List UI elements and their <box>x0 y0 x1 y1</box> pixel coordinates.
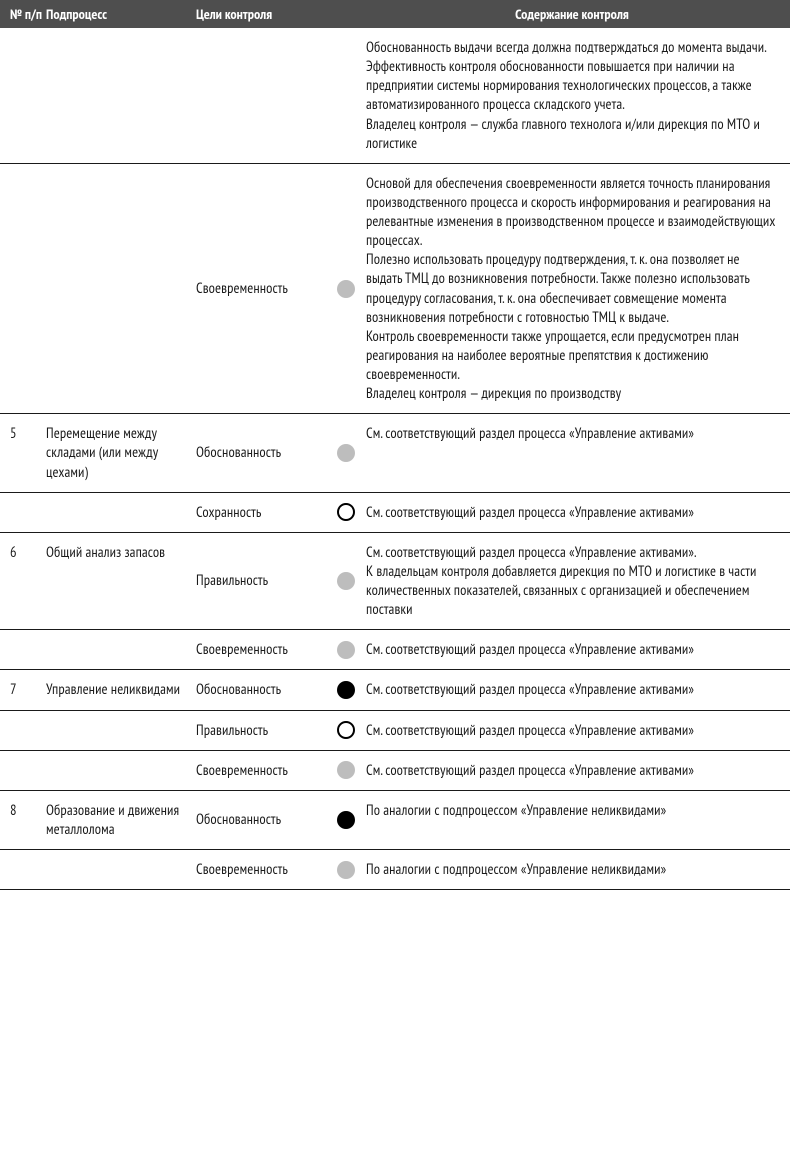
body-paragraph: Владелец контроля — дирекция по производ… <box>366 384 778 403</box>
cell-goal: Правильность <box>196 721 326 740</box>
cell-body: См. соответствующий раздел процесса «Упр… <box>366 680 790 699</box>
priority-dot-icon <box>337 280 355 298</box>
body-paragraph: См. соответствующий раздел процесса «Упр… <box>366 503 778 522</box>
cell-dot <box>326 503 366 521</box>
priority-dot-icon <box>337 721 355 739</box>
table-row: Своевременность Основой для обеспечения с… <box>0 164 790 415</box>
cell-body: См. соответствующий раздел процесса «Упр… <box>366 640 790 659</box>
body-paragraph: Контроль своевременности также упрощаетс… <box>366 327 778 384</box>
cell-dot <box>326 761 366 779</box>
cell-body: См. соответствующий раздел процесса «Упр… <box>366 543 790 620</box>
cell-goal: Обоснованность <box>196 443 326 462</box>
cell-body: См. соответствующий раздел процесса «Упр… <box>366 424 790 443</box>
body-paragraph: К владельцам контроля добавляется дирекц… <box>366 562 778 619</box>
cell-num: 5 <box>0 424 46 443</box>
table-row: 6Общий анализ запасовПравильность См. соо… <box>0 533 790 631</box>
cell-num: 7 <box>0 680 46 699</box>
cell-num: 6 <box>0 543 46 562</box>
priority-dot-icon <box>337 444 355 462</box>
body-paragraph: По аналогии с подпроцессом «Управление н… <box>366 860 778 879</box>
cell-dot <box>326 572 366 590</box>
cell-body: См. соответствующий раздел процесса «Упр… <box>366 761 790 780</box>
table-body: Обоснованность выдачи всегда должна подт… <box>0 28 790 890</box>
priority-dot-icon <box>337 761 355 779</box>
priority-dot-icon <box>337 811 355 829</box>
body-paragraph: Полезно использовать процедуру подтвержд… <box>366 250 778 327</box>
page: № п/п Подпроцесс Цели контроля Содержани… <box>0 0 790 890</box>
cell-sub: Управление неликвидами <box>46 680 196 699</box>
priority-dot-icon <box>337 641 355 659</box>
cell-goal: Правильность <box>196 571 326 590</box>
cell-sub: Образование и движения металлолома <box>46 801 196 839</box>
body-paragraph: См. соответствующий раздел процесса «Упр… <box>366 640 778 659</box>
body-paragraph: По аналогии с подпроцессом «Управление н… <box>366 801 778 820</box>
body-paragraph: См. соответствующий раздел процесса «Упр… <box>366 424 778 443</box>
cell-body: См. соответствующий раздел процесса «Упр… <box>366 721 790 740</box>
priority-dot-icon <box>337 572 355 590</box>
body-paragraph: См. соответствующий раздел процесса «Упр… <box>366 680 778 699</box>
header-goal: Цели контроля <box>196 5 326 23</box>
body-paragraph: Владелец контроля — служба главного техн… <box>366 115 778 153</box>
cell-goal: Своевременность <box>196 640 326 659</box>
cell-body: По аналогии с подпроцессом «Управление н… <box>366 860 790 879</box>
table-row: 8Образование и движения металлоломаОбосн… <box>0 791 790 850</box>
cell-dot <box>326 641 366 659</box>
header-body: Содержание контроля <box>366 5 790 23</box>
body-paragraph: См. соответствующий раздел процесса «Упр… <box>366 543 778 562</box>
table-row: Своевременность По аналогии с подпроцессо… <box>0 850 790 890</box>
cell-goal: Обоснованность <box>196 680 326 699</box>
cell-body: Основой для обеспечения своевременности … <box>366 174 790 404</box>
cell-body: По аналогии с подпроцессом «Управление н… <box>366 801 790 820</box>
body-paragraph: См. соответствующий раздел процесса «Упр… <box>366 721 778 740</box>
priority-dot-icon <box>337 861 355 879</box>
table-row: Правильность См. соответствующий раздел п… <box>0 711 790 751</box>
cell-num: 8 <box>0 801 46 820</box>
cell-dot <box>326 811 366 829</box>
cell-body: Обоснованность выдачи всегда должна подт… <box>366 38 790 153</box>
cell-goal: Сохранность <box>196 503 326 522</box>
cell-goal: Своевременность <box>196 279 326 298</box>
table-header: № п/п Подпроцесс Цели контроля Содержани… <box>0 0 790 28</box>
cell-dot <box>326 280 366 298</box>
table-row: Своевременность См. соответствующий разде… <box>0 630 790 670</box>
cell-goal: Своевременность <box>196 761 326 780</box>
cell-dot <box>326 721 366 739</box>
header-sub: Подпроцесс <box>46 5 196 23</box>
table-row: Сохранность См. соответствующий раздел пр… <box>0 493 790 533</box>
body-paragraph: См. соответствующий раздел процесса «Упр… <box>366 761 778 780</box>
table-row: 5Перемещение между складами (или между ц… <box>0 414 790 492</box>
table-row: Обоснованность выдачи всегда должна подт… <box>0 28 790 164</box>
table-row: Своевременность См. соответствующий разде… <box>0 751 790 791</box>
priority-dot-icon <box>337 503 355 521</box>
header-num: № п/п <box>0 5 46 23</box>
cell-sub: Общий анализ запасов <box>46 543 196 562</box>
cell-dot <box>326 444 366 462</box>
priority-dot-icon <box>337 681 355 699</box>
cell-goal: Своевременность <box>196 860 326 879</box>
table-row: 7Управление неликвидамиОбоснованность См.… <box>0 670 790 710</box>
cell-body: См. соответствующий раздел процесса «Упр… <box>366 503 790 522</box>
body-paragraph: Обоснованность выдачи всегда должна подт… <box>366 38 778 115</box>
cell-goal: Обоснованность <box>196 810 326 829</box>
cell-sub: Перемещение между складами (или между це… <box>46 424 196 481</box>
body-paragraph: Основой для обеспечения своевременности … <box>366 174 778 251</box>
cell-dot <box>326 861 366 879</box>
cell-dot <box>326 681 366 699</box>
